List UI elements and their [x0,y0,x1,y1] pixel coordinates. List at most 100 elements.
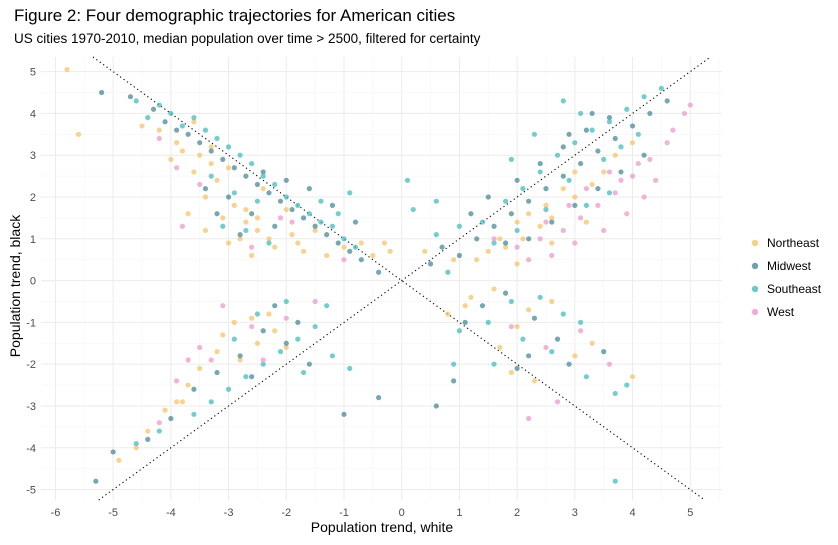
point-southeast [347,365,353,371]
point-northeast [283,206,289,213]
point-southeast [133,440,139,447]
point-southeast [168,110,174,117]
y-tick-label: -5 [26,485,36,497]
point-midwest [283,340,289,346]
legend-key-midwest [751,262,759,270]
point-northeast [208,144,214,150]
point-west [179,223,185,229]
x-tick-label: -1 [339,507,349,519]
point-midwest [526,236,532,242]
point-midwest [347,248,353,254]
point-midwest [491,223,497,229]
data-points [64,66,693,484]
x-tick-label: -4 [166,507,176,519]
point-midwest [162,119,168,125]
point-midwest [376,269,382,275]
point-southeast [502,198,509,204]
point-west [601,227,607,234]
point-northeast [156,127,162,133]
point-southeast [295,202,301,208]
point-midwest [243,173,249,179]
point-west [537,236,543,242]
point-midwest [185,131,191,137]
point-midwest [514,365,520,371]
point-west [653,177,659,183]
point-west [606,169,613,175]
point-southeast [231,190,237,196]
point-southeast [191,411,197,417]
point-southeast [179,123,185,129]
x-tick-label: 0 [399,507,405,519]
point-southeast [231,336,237,342]
point-midwest [237,232,243,238]
point-midwest [612,135,618,142]
point-southeast [324,303,330,309]
point-midwest [249,211,255,217]
point-midwest [295,319,301,325]
point-midwest [306,186,312,192]
point-northeast [497,236,503,242]
point-midwest [647,110,653,117]
point-southeast [451,361,457,367]
point-west [647,156,653,162]
point-midwest [329,202,336,208]
point-midwest [606,114,613,121]
point-northeast [249,252,255,259]
point-southeast [445,269,451,275]
point-west [491,236,497,242]
point-northeast [300,248,307,254]
point-west [560,227,566,234]
point-southeast [433,232,439,238]
point-midwest [618,169,624,175]
point-west [554,399,561,405]
point-southeast [156,102,162,108]
legend: Northeast Midwest Southeast West [751,236,822,319]
point-midwest [266,190,272,196]
point-northeast [549,298,555,305]
point-west [612,190,618,196]
point-northeast [197,365,203,371]
point-midwest [98,89,105,96]
point-midwest [150,106,157,112]
point-midwest [508,211,514,217]
point-midwest [312,223,318,229]
point-southeast [312,323,318,330]
reference-line [92,56,706,501]
y-tick-label: 0 [30,276,36,288]
point-southeast [208,173,214,179]
point-northeast [174,140,180,146]
point-northeast [266,311,272,317]
point-southeast [531,131,538,137]
point-west [277,215,284,221]
y-tick-label: -1 [26,317,36,329]
x-tick-label: -5 [108,507,118,519]
point-midwest [468,211,474,217]
point-northeast [174,399,180,405]
point-west [208,357,214,363]
point-west [249,323,255,330]
y-tick-label: 1 [30,234,36,246]
point-northeast [612,152,618,158]
point-west [156,135,162,142]
point-southeast [601,156,607,162]
point-northeast [191,169,197,175]
point-northeast [185,382,191,388]
point-west [670,127,676,133]
point-midwest [502,290,509,296]
point-west [543,344,549,351]
point-northeast [214,177,220,183]
point-west [156,420,162,426]
y-tick-label: -3 [26,401,36,413]
point-northeast [514,323,520,330]
point-southeast [433,198,439,204]
point-midwest [664,98,670,104]
point-midwest [260,169,266,175]
point-northeast [485,248,491,254]
point-southeast [404,177,411,183]
x-tick-label: 4 [629,507,635,519]
point-northeast [220,332,226,338]
point-west [197,344,203,351]
point-southeast [254,198,261,204]
point-southeast [225,144,232,150]
y-axis-ticks: -5 -4 -3 -2 -1 0 1 2 3 4 5 [26,67,36,497]
